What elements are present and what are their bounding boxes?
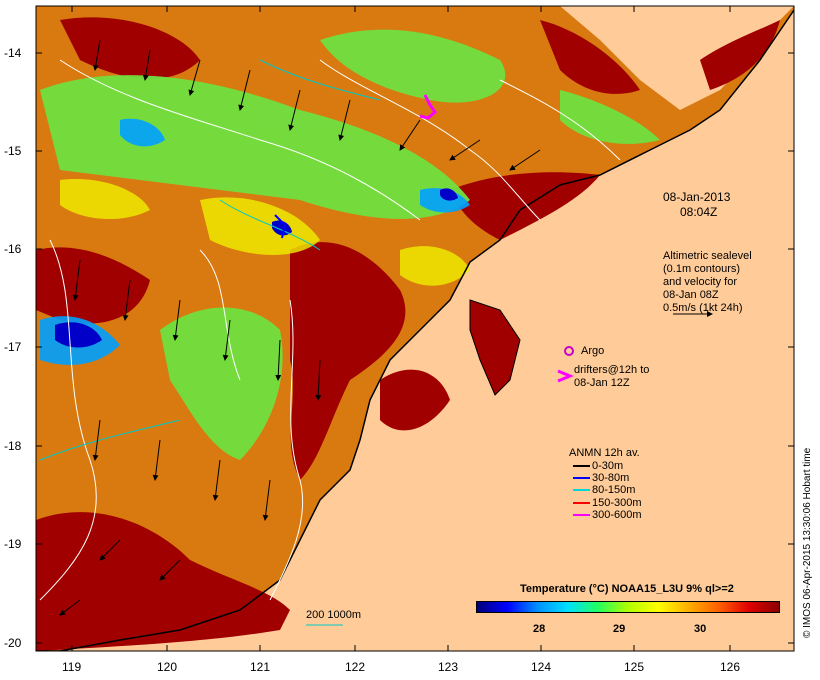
x-tick-label: 123 bbox=[438, 660, 459, 674]
anmn-legend-arrows bbox=[573, 465, 590, 516]
argo-label: Argo bbox=[581, 345, 605, 357]
y-tick-label: -14 bbox=[4, 46, 22, 60]
altimetry-line: 08-Jan 08Z bbox=[663, 289, 719, 301]
drifters-label: 08-Jan 12Z bbox=[574, 377, 630, 389]
colorbar-tick: 28 bbox=[533, 623, 546, 635]
x-tick-label: 122 bbox=[345, 660, 366, 674]
drifter-symbol-icon bbox=[557, 369, 574, 383]
y-tick-label: -17 bbox=[4, 340, 22, 354]
sst-yellow-patches bbox=[60, 179, 470, 286]
y-tick-label: -16 bbox=[4, 242, 22, 256]
anmn-title: ANMN 12h av. bbox=[569, 447, 640, 459]
y-tick-label: -19 bbox=[4, 537, 22, 551]
credit-text: © IMOS 06-Apr-2015 13:30:06 Hobart time bbox=[802, 447, 813, 638]
map-frame bbox=[35, 5, 795, 652]
anmn-item-label: 80-150m bbox=[592, 484, 636, 496]
anmn-item-label: 30-80m bbox=[592, 472, 630, 484]
colorbar-tick: 30 bbox=[694, 623, 707, 635]
coastline bbox=[36, 9, 794, 651]
altimetry-line: Altimetric sealevel bbox=[663, 250, 752, 262]
sst-hot-patches bbox=[36, 17, 780, 651]
x-tick-label: 120 bbox=[157, 660, 178, 674]
x-tick-label: 125 bbox=[624, 660, 645, 674]
drifter-track bbox=[274, 214, 287, 239]
x-tick-label: 119 bbox=[62, 660, 82, 674]
drifters-label: drifters@12h to bbox=[574, 364, 650, 376]
date-label: 08-Jan-2013 bbox=[663, 190, 731, 204]
time-label: 08:04Z bbox=[680, 205, 718, 219]
sealevel-contours bbox=[39, 59, 621, 601]
drifter-track bbox=[419, 94, 438, 120]
altimetry-line: 0.5m/s (1kt 24h) bbox=[663, 302, 743, 314]
altimetry-line: and velocity for bbox=[663, 276, 737, 288]
sst-deep-blue-patches bbox=[55, 188, 458, 348]
argo-symbol-icon bbox=[564, 346, 574, 356]
y-tick-label: -20 bbox=[4, 636, 22, 650]
colorbar-title: Temperature (°C) NOAA15_L3U 9% ql>=2 bbox=[520, 583, 734, 595]
x-tick-label: 121 bbox=[250, 660, 271, 674]
colorbar bbox=[476, 601, 780, 613]
velocity-arrows bbox=[59, 39, 541, 616]
axis-ticks bbox=[36, 6, 794, 651]
x-tick-label: 126 bbox=[720, 660, 741, 674]
colorbar-tick: 29 bbox=[613, 623, 626, 635]
anmn-item-label: 150-300m bbox=[592, 497, 642, 509]
anmn-item-label: 0-30m bbox=[592, 460, 624, 472]
x-tick-label: 124 bbox=[531, 660, 552, 674]
isobath-contours bbox=[39, 59, 381, 461]
isobath-label: 200 1000m bbox=[306, 609, 362, 621]
anmn-item-label: 300-600m bbox=[592, 509, 642, 521]
peninsula bbox=[469, 299, 521, 396]
y-tick-label: -18 bbox=[4, 439, 22, 453]
altimetry-line: (0.1m contours) bbox=[663, 263, 741, 275]
y-tick-label: -15 bbox=[4, 144, 22, 158]
